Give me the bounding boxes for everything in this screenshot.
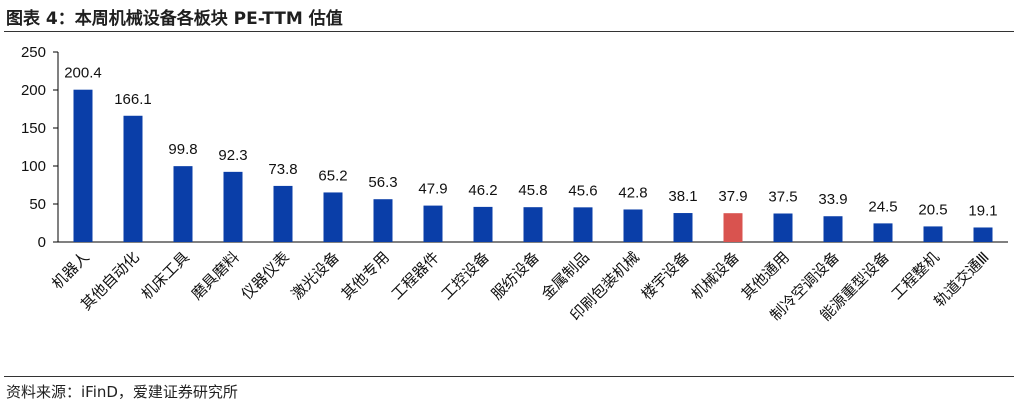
value-label: 20.5 (918, 201, 947, 218)
y-tick-label: 0 (38, 234, 46, 251)
category-label: 工程器件 (388, 249, 442, 303)
bar-chart: 0 50 100 150 200 250 200.4 166.1 99.8 92.3 73.8 65… (21, 44, 1008, 324)
value-label: 45.6 (568, 182, 597, 199)
category-label: 服纺设备 (488, 249, 542, 303)
bar (973, 227, 993, 242)
value-label: 65.2 (318, 167, 347, 184)
value-label: 24.5 (868, 198, 897, 215)
bar (823, 216, 843, 242)
category-label: 其他专用 (338, 249, 392, 303)
y-tick-label: 200 (21, 82, 46, 99)
y-tick-label: 150 (21, 120, 46, 137)
bars (73, 89, 993, 242)
bar (273, 185, 293, 242)
category-label: 楼宇设备 (638, 249, 692, 303)
bar (473, 206, 493, 242)
value-label: 92.3 (218, 147, 247, 164)
y-tick-label: 250 (21, 44, 46, 61)
x-axis-labels: 机器人其他自动化机床工具磨具磨料仪器仪表激光设备其他专用工程器件工控设备服纺设备… (49, 248, 993, 324)
category-label: 轨道交通Ⅲ (930, 248, 992, 310)
bar (123, 115, 143, 242)
footer-divider (4, 376, 1014, 377)
value-label: 19.1 (968, 202, 997, 219)
value-label: 37.9 (718, 188, 747, 205)
chart-title: 图表 4：本周机械设备各板块 PE-TTM 估值 (6, 9, 343, 29)
bar (223, 171, 243, 242)
bar (773, 213, 793, 242)
bar (573, 207, 593, 242)
value-label: 33.9 (818, 191, 847, 208)
bar (873, 223, 893, 242)
value-label: 42.8 (618, 184, 647, 201)
category-label: 机器人 (49, 249, 93, 293)
title-divider (4, 31, 1014, 32)
value-label: 166.1 (114, 91, 152, 108)
value-label: 38.1 (668, 188, 697, 205)
value-label: 73.8 (268, 161, 297, 178)
value-labels: 200.4 166.1 99.8 92.3 73.8 65.2 56.3 47.9 46.2 45… (64, 65, 997, 220)
category-label: 仪器仪表 (238, 249, 292, 303)
bar (423, 205, 443, 242)
value-label: 47.9 (418, 181, 447, 198)
category-label: 工控设备 (438, 249, 492, 303)
bar (923, 226, 943, 242)
bar (623, 209, 643, 242)
category-label: 机械设备 (688, 249, 742, 303)
bar (73, 89, 93, 242)
value-label: 200.4 (64, 65, 102, 82)
category-label: 激光设备 (288, 249, 342, 303)
source-note: 资料来源：iFinD，爱建证券研究所 (6, 383, 238, 401)
y-tick-label: 50 (29, 196, 46, 213)
category-label: 机床工具 (138, 249, 192, 303)
value-label: 56.3 (368, 174, 397, 191)
category-label: 磨具磨料 (188, 249, 242, 303)
bar (373, 199, 393, 242)
bar (523, 207, 543, 242)
y-tick-label: 100 (21, 158, 46, 175)
value-label: 46.2 (468, 182, 497, 199)
bar (173, 166, 193, 242)
bar (323, 192, 343, 242)
bar (723, 213, 743, 242)
value-label: 45.8 (518, 182, 547, 199)
value-label: 99.8 (168, 141, 197, 158)
value-label: 37.5 (768, 189, 797, 206)
bar (673, 213, 693, 242)
